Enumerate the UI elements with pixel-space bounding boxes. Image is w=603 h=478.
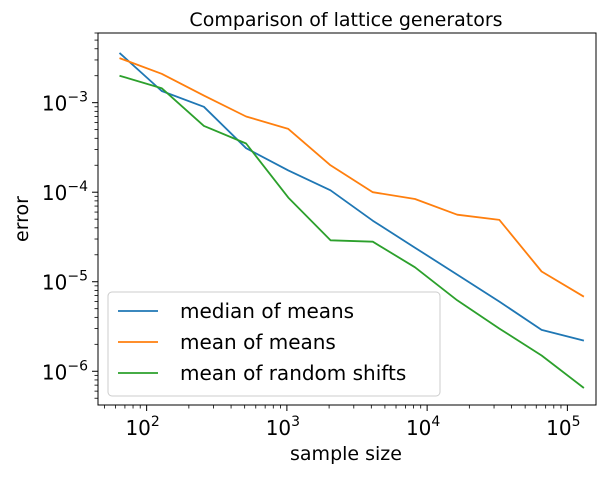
x-tick-label: 102 [125,414,159,440]
y-tick-label: 10−4 [42,179,88,205]
x-tick-label: 103 [266,414,300,440]
x-axis-label: sample size [290,443,402,465]
y-tick-label: 10−3 [42,90,88,116]
y-tick-label: 10−6 [42,358,88,384]
series-line-2 [119,57,585,298]
series-line-1 [118,52,585,342]
x-tick-label: 105 [546,414,580,440]
axis-ticks: 102 103 104 105 10−6 10−5 10−4 10−3 [42,32,581,440]
x-tick-label: 104 [406,414,440,440]
y-tick-label: 10−5 [42,269,88,295]
chart-title: Comparison of lattice generators [189,9,502,31]
legend-label: mean of means [180,330,336,354]
legend: median of means mean of means mean of rand… [107,291,441,397]
legend-label: median of means [180,299,354,323]
series-line-3 [119,74,585,389]
legend-label: mean of random shifts [180,361,406,385]
series-lines [118,52,585,389]
y-axis-label: error [11,196,33,242]
legend-box [107,291,441,397]
